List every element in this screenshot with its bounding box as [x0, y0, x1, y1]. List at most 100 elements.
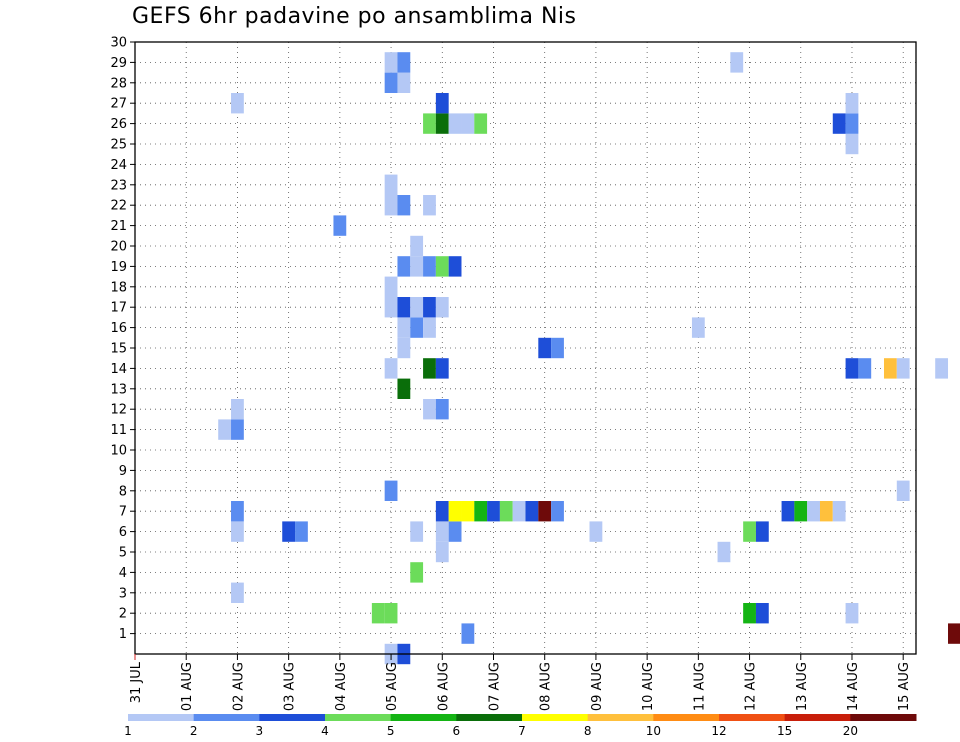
y-tick-label: 29 — [110, 56, 127, 71]
heatmap-cell — [538, 337, 552, 359]
x-tick-label: 10 AUG — [641, 662, 656, 711]
heatmap-cell — [858, 358, 872, 379]
chart-title: GEFS 6hr padavine po ansamblima Nis — [132, 4, 577, 29]
heatmap-cell — [384, 72, 398, 93]
legend-label: 7 — [518, 724, 526, 738]
heatmap-cell — [832, 501, 846, 522]
heatmap-cell — [883, 358, 897, 379]
legend-swatch — [719, 714, 786, 721]
heatmap-cell — [397, 317, 411, 338]
heatmap-cell — [845, 93, 859, 114]
heatmap-cell — [755, 521, 769, 542]
x-tick-label: 01 AUG — [180, 662, 195, 711]
x-tick-label: 11 AUG — [692, 662, 707, 711]
legend-label: 8 — [584, 724, 592, 738]
heatmap-cell — [448, 256, 462, 277]
heatmap-cell — [499, 501, 513, 522]
heatmap-cell — [423, 256, 436, 277]
heatmap-cell — [474, 113, 488, 134]
heatmap-cell — [423, 195, 436, 216]
heatmap-cell — [512, 501, 526, 522]
y-tick-label: 5 — [119, 546, 127, 561]
y-tick-label: 17 — [110, 301, 127, 316]
x-tick-label: 02 AUG — [231, 662, 246, 711]
heatmap-cell — [384, 276, 398, 297]
y-tick-label: 22 — [110, 199, 127, 214]
legend-swatch — [784, 714, 851, 721]
legend-swatch — [456, 714, 523, 721]
heatmap-cell — [231, 582, 244, 603]
y-tick-label: 20 — [110, 240, 127, 255]
x-tick-label: 31 JUL — [129, 661, 144, 703]
heatmap-cell — [397, 72, 411, 93]
y-tick-label: 2 — [119, 607, 127, 622]
legend-swatch — [128, 714, 195, 721]
heatmap-cell — [435, 358, 449, 379]
heatmap-cell — [231, 93, 244, 114]
heatmap-cell — [717, 541, 731, 563]
y-tick-label: 24 — [110, 158, 127, 173]
x-tick-label: 04 AUG — [334, 662, 349, 711]
heatmap-cell — [551, 501, 564, 522]
y-tick-label: 19 — [110, 260, 127, 275]
heatmap-cell — [755, 603, 769, 624]
heatmap-cell — [410, 562, 424, 583]
heatmap-cell — [435, 256, 449, 277]
x-tick-label: 08 AUG — [539, 662, 554, 711]
heatmap-cell — [371, 603, 385, 624]
heatmap-cell — [397, 378, 411, 399]
y-tick-label: 27 — [110, 97, 127, 112]
heatmap-cell — [896, 358, 910, 379]
legend-swatch — [522, 714, 589, 721]
heatmap-cell — [231, 501, 244, 522]
heatmap-cell — [435, 501, 449, 522]
heatmap-cell — [935, 358, 949, 379]
heatmap-cell — [435, 93, 449, 114]
heatmap-cell — [435, 521, 449, 542]
heatmap-cell — [231, 419, 244, 440]
heatmap-cell — [423, 113, 436, 134]
heatmap-cell — [423, 358, 436, 379]
heatmap-cell — [435, 113, 449, 134]
heatmap-cell — [474, 501, 488, 522]
y-tick-label: 7 — [119, 505, 127, 520]
heatmap-cell — [423, 317, 436, 338]
y-tick-label: 21 — [110, 219, 127, 234]
legend-swatch — [325, 714, 392, 721]
heatmap-cell — [551, 337, 564, 359]
legend-label: 2 — [190, 724, 198, 738]
x-tick-label: 09 AUG — [590, 662, 605, 711]
legend-swatch — [653, 714, 720, 721]
legend-swatch — [259, 714, 326, 721]
y-tick-label: 26 — [110, 117, 127, 132]
heatmap-cell — [807, 501, 820, 522]
legend-label: 5 — [387, 724, 395, 738]
heatmap-cell — [295, 521, 308, 542]
heatmap-cell — [397, 337, 411, 359]
heatmap-cell — [397, 297, 411, 318]
heatmap-cell — [461, 501, 475, 522]
legend-label: 4 — [321, 724, 329, 738]
heatmap-cell — [397, 52, 411, 73]
y-tick-label: 9 — [119, 464, 127, 479]
heatmap-cell — [845, 113, 859, 134]
heatmap-cell — [435, 541, 449, 563]
heatmap-cell — [589, 521, 603, 542]
heatmap-cell — [384, 195, 398, 216]
y-tick-label: 28 — [110, 76, 127, 91]
heatmap-cell — [384, 174, 398, 195]
heatmap-cell — [730, 52, 744, 73]
heatmap-cell — [423, 297, 436, 318]
y-tick-label: 4 — [119, 566, 127, 581]
heatmap-cell — [384, 52, 398, 73]
heatmap-cell — [448, 113, 462, 134]
y-tick-label: 16 — [110, 321, 127, 336]
y-tick-label: 11 — [110, 423, 127, 438]
x-tick-label: 13 AUG — [795, 662, 810, 711]
legend-swatch — [850, 714, 917, 721]
heatmap-cell — [896, 480, 910, 501]
y-tick-label: 30 — [110, 36, 127, 51]
heatmap-cell — [781, 501, 795, 522]
heatmap-cell — [282, 521, 296, 542]
heatmap-cell — [435, 399, 449, 420]
